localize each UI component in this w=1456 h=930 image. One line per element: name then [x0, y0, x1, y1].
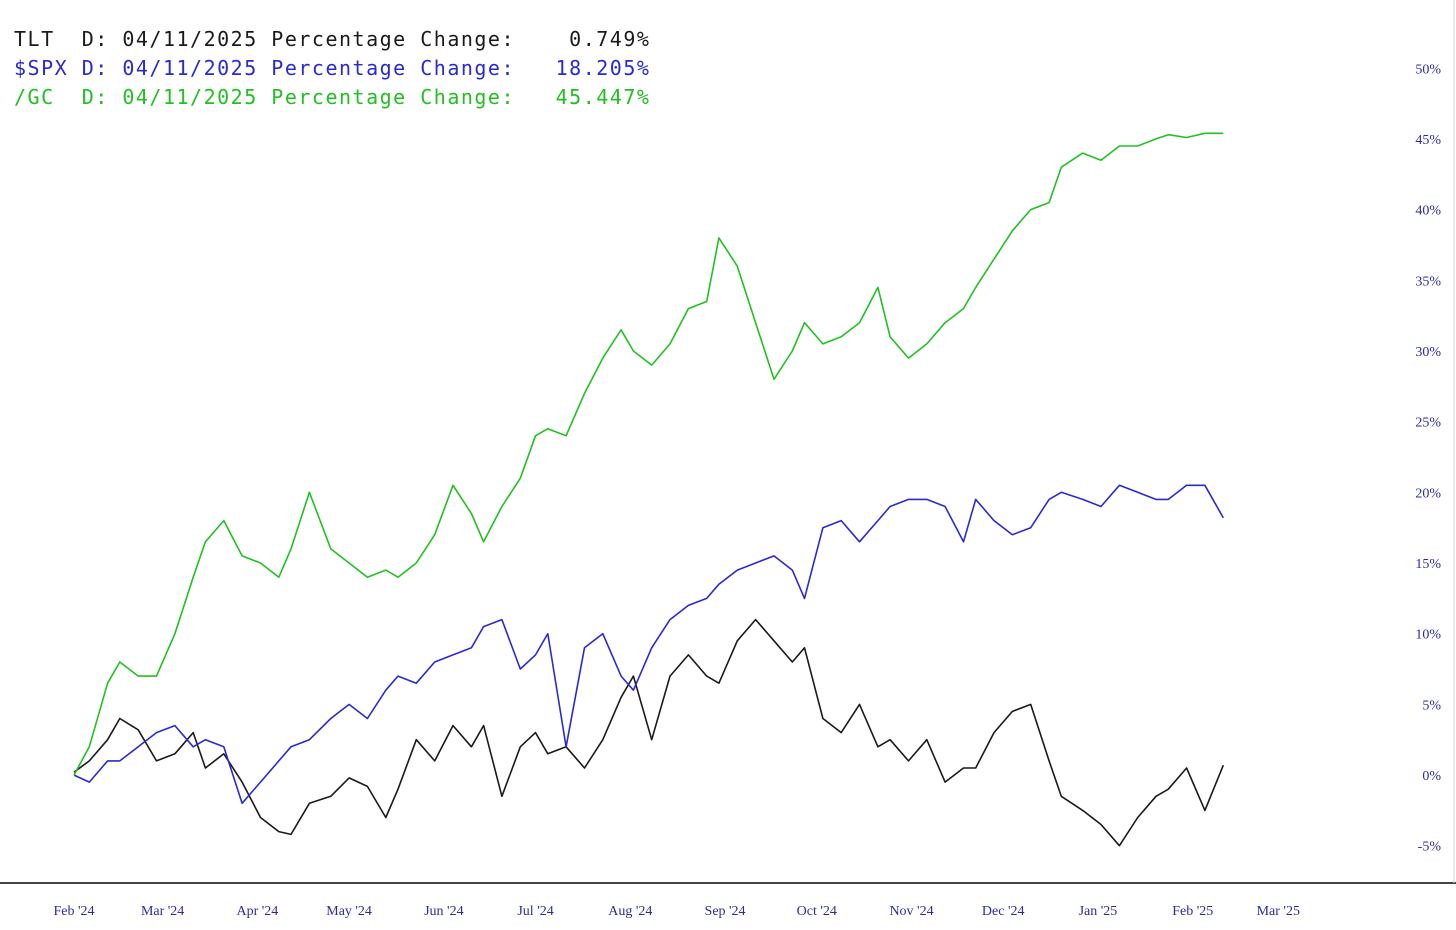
x-tick-label: Apr '24 [236, 904, 278, 919]
legend-entry-tlt: TLT D: 04/11/2025 Percentage Change: 0.7… [14, 27, 650, 51]
y-tick-label: 5% [1422, 698, 1441, 713]
y-tick-label: 0% [1422, 769, 1441, 784]
x-tick-label: Jul '24 [517, 904, 553, 919]
series-line-spx [73, 484, 1224, 805]
x-tick-label: Dec '24 [982, 904, 1025, 919]
y-tick-label: 30% [1415, 345, 1441, 360]
legend-entry-gc: /GC D: 04/11/2025 Percentage Change: 45.… [14, 85, 650, 109]
series-line-gc [73, 132, 1224, 776]
x-tick-label: Feb '24 [53, 904, 94, 919]
series-line-tlt [73, 618, 1225, 847]
x-tick-label: Feb '25 [1172, 904, 1213, 919]
x-tick-label: Sep '24 [705, 904, 746, 919]
plot-area [73, 132, 1225, 847]
x-tick-label: Oct '24 [797, 904, 837, 919]
x-tick-label: Mar '24 [141, 904, 184, 919]
y-tick-label: 40% [1415, 204, 1441, 219]
x-tick-label: Jan '25 [1079, 904, 1118, 919]
y-tick-label: -5% [1418, 840, 1442, 855]
x-tick-label: Aug '24 [608, 904, 652, 919]
y-tick-label: 50% [1415, 62, 1441, 77]
legend-entry-spx: $SPX D: 04/11/2025 Percentage Change: 18… [14, 56, 650, 80]
x-tick-label: May '24 [326, 904, 372, 919]
y-tick-label: 10% [1415, 628, 1441, 643]
y-tick-label: 25% [1415, 416, 1441, 431]
legend: TLT D: 04/11/2025 Percentage Change: 0.7… [14, 27, 650, 109]
x-tick-label: Mar '25 [1257, 904, 1300, 919]
y-tick-label: 35% [1415, 274, 1441, 289]
y-tick-label: 15% [1415, 557, 1441, 572]
y-tick-label: 45% [1415, 133, 1441, 148]
y-axis: 50% 45% 40% 35% 30% 25% 20% 15% 10% 5% 0% -5% [1415, 62, 1441, 854]
x-tick-label: Nov '24 [889, 904, 933, 919]
x-axis: Feb '24 Mar '24 Apr '24 May '24 Jun '24 Jul '… [53, 904, 1299, 919]
y-tick-label: 20% [1415, 486, 1441, 501]
x-tick-label: Jun '24 [424, 904, 463, 919]
